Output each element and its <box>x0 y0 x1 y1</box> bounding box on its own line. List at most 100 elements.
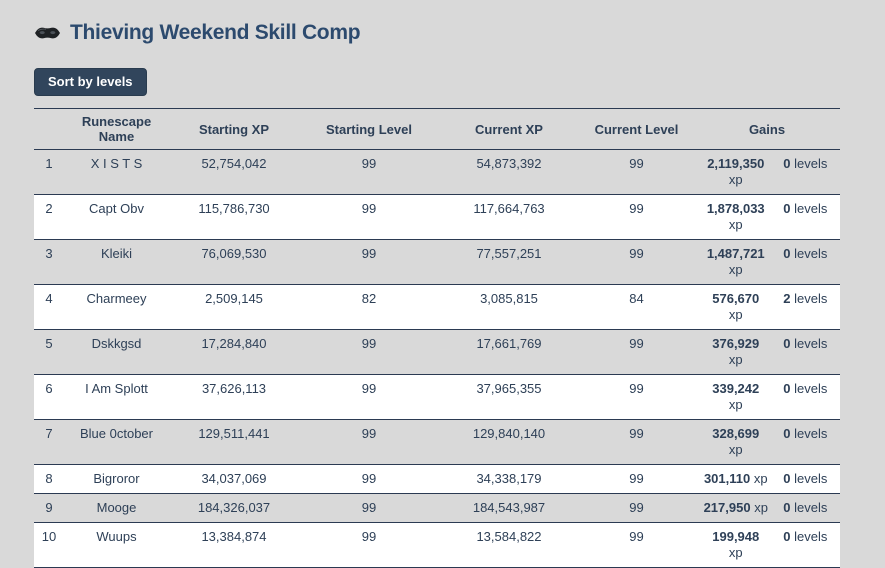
gain-xp: 301,110 xp <box>703 471 768 486</box>
name-cell: X I S T S <box>64 149 169 195</box>
gains-cell: 199,948 xp 0 levels <box>694 522 840 568</box>
current-level-cell: 99 <box>579 493 694 523</box>
table-row: 4 Charmeey 2,509,145 82 3,085,815 84 576,670 xp… <box>34 284 840 330</box>
current-xp-cell: 37,965,355 <box>439 374 579 420</box>
current-xp-cell: 129,840,140 <box>439 419 579 465</box>
gain-levels-value: 0 <box>783 246 791 261</box>
gain-levels: 0 levels <box>783 500 828 515</box>
starting-level-cell: 99 <box>299 194 439 240</box>
gain-xp: 217,950 xp <box>703 500 768 515</box>
name-cell: Capt Obv <box>64 194 169 240</box>
gain-xp-value: 376,929 <box>712 336 760 351</box>
gains-cell: 576,670 xp 2 levels <box>694 284 840 330</box>
rank-cell: 4 <box>34 284 64 330</box>
gain-levels: 0 levels <box>783 156 828 171</box>
current-level-cell: 99 <box>579 329 694 375</box>
starting-xp-cell: 34,037,069 <box>169 464 299 494</box>
sort-by-levels-button[interactable]: Sort by levels <box>34 68 147 96</box>
gain-xp-value: 328,699 <box>712 426 760 441</box>
current-level-cell: 99 <box>579 464 694 494</box>
column-header-starting-level: Starting Level <box>299 108 439 150</box>
current-level-cell: 99 <box>579 419 694 465</box>
gain-levels-value: 0 <box>783 156 791 171</box>
starting-xp-cell: 184,326,037 <box>169 493 299 523</box>
name-cell: Dskkgsd <box>64 329 169 375</box>
gain-levels: 0 levels <box>783 426 828 441</box>
starting-level-cell: 99 <box>299 522 439 568</box>
current-level-cell: 99 <box>579 149 694 195</box>
column-header-rank <box>34 108 64 150</box>
gain-xp: 339,242 xp <box>712 381 760 412</box>
starting-xp-cell: 37,626,113 <box>169 374 299 420</box>
gain-levels-value: 0 <box>783 471 791 486</box>
current-level-cell: 99 <box>579 239 694 285</box>
current-xp-cell: 184,543,987 <box>439 493 579 523</box>
table-row: 2 Capt Obv 115,786,730 99 117,664,763 99 1,878… <box>34 194 840 240</box>
gain-levels-value: 2 <box>783 291 791 306</box>
rank-cell: 6 <box>34 374 64 420</box>
gain-xp-value: 1,878,033 <box>706 201 765 216</box>
gains-cell: 376,929 xp 0 levels <box>694 329 840 375</box>
page-title: Thieving Weekend Skill Comp <box>70 21 361 44</box>
gain-levels: 2 levels <box>783 291 828 306</box>
gain-xp: 199,948 xp <box>712 529 760 560</box>
gain-levels-value: 0 <box>783 426 791 441</box>
gain-levels-value: 0 <box>783 336 791 351</box>
rank-cell: 7 <box>34 419 64 465</box>
page-header: Thieving Weekend Skill Comp <box>34 21 885 45</box>
current-xp-cell: 77,557,251 <box>439 239 579 285</box>
name-cell: Bigroror <box>64 464 169 494</box>
gains-cell: 301,110 xp 0 levels <box>694 464 840 494</box>
gain-xp: 1,878,033 xp <box>706 201 765 232</box>
starting-level-cell: 99 <box>299 149 439 195</box>
table-row: 7 Blue 0ctober 129,511,441 99 129,840,140 99 3… <box>34 419 840 465</box>
gain-xp: 1,487,721 xp <box>706 246 765 277</box>
current-xp-cell: 3,085,815 <box>439 284 579 330</box>
leaderboard-table: Runescape Name Starting XP Starting Level C… <box>34 108 840 568</box>
column-header-starting-xp: Starting XP <box>169 108 299 150</box>
current-xp-cell: 13,584,822 <box>439 522 579 568</box>
starting-xp-cell: 52,754,042 <box>169 149 299 195</box>
rank-cell: 9 <box>34 493 64 523</box>
name-cell: Blue 0ctober <box>64 419 169 465</box>
starting-xp-cell: 76,069,530 <box>169 239 299 285</box>
starting-xp-cell: 2,509,145 <box>169 284 299 330</box>
gain-levels-value: 0 <box>783 381 791 396</box>
starting-xp-cell: 17,284,840 <box>169 329 299 375</box>
gain-xp-value: 2,119,350 <box>707 156 765 171</box>
starting-xp-cell: 129,511,441 <box>169 419 299 465</box>
column-header-current-xp: Current XP <box>439 108 579 150</box>
gain-levels: 0 levels <box>783 246 828 261</box>
starting-level-cell: 99 <box>299 239 439 285</box>
current-xp-cell: 54,873,392 <box>439 149 579 195</box>
name-cell: Mooge <box>64 493 169 523</box>
column-header-current-level: Current Level <box>579 108 694 150</box>
gain-xp-value: 301,110 <box>703 471 751 486</box>
starting-level-cell: 99 <box>299 493 439 523</box>
starting-level-cell: 99 <box>299 374 439 420</box>
gain-xp-value: 339,242 <box>712 381 760 396</box>
gain-levels-value: 0 <box>783 500 791 515</box>
table-header-row: Runescape Name Starting XP Starting Level C… <box>34 108 840 150</box>
rank-cell: 2 <box>34 194 64 240</box>
rank-cell: 3 <box>34 239 64 285</box>
gain-xp-value: 576,670 <box>712 291 760 306</box>
gains-cell: 328,699 xp 0 levels <box>694 419 840 465</box>
rank-cell: 10 <box>34 522 64 568</box>
gain-xp: 576,670 xp <box>712 291 760 322</box>
column-header-runescape-name: Runescape Name <box>64 108 169 150</box>
name-cell: Kleiki <box>64 239 169 285</box>
gains-cell: 1,487,721 xp 0 levels <box>694 239 840 285</box>
gain-xp-value: 1,487,721 <box>706 246 765 261</box>
name-cell: Charmeey <box>64 284 169 330</box>
current-level-cell: 99 <box>579 374 694 420</box>
gain-xp: 328,699 xp <box>712 426 760 457</box>
starting-level-cell: 99 <box>299 329 439 375</box>
gains-cell: 1,878,033 xp 0 levels <box>694 194 840 240</box>
gains-cell: 2,119,350 xp 0 levels <box>694 149 840 195</box>
gain-levels: 0 levels <box>783 381 828 396</box>
rank-cell: 8 <box>34 464 64 494</box>
gain-xp-value: 217,950 <box>703 500 751 515</box>
